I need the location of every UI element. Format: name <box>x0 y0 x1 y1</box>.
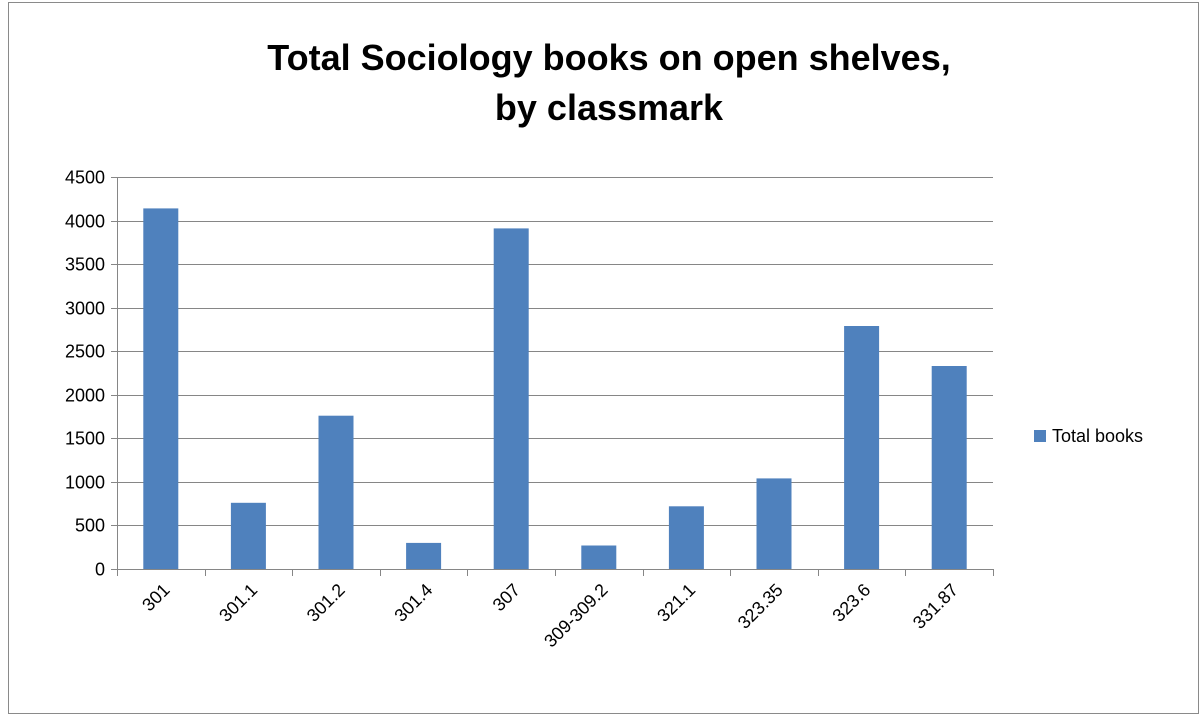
y-tick-label: 4000 <box>65 212 105 232</box>
bar <box>318 415 354 569</box>
x-tick-label: 301.2 <box>303 580 349 626</box>
y-tick-label: 1000 <box>65 473 105 493</box>
y-tick-label: 2000 <box>65 386 105 406</box>
bar <box>230 502 266 569</box>
x-tick-label: 301 <box>138 580 173 615</box>
legend-swatch <box>1034 430 1046 442</box>
bar <box>406 542 442 569</box>
chart-title-line-2: by classmark <box>494 87 724 128</box>
x-tick-label: 301.4 <box>390 580 436 626</box>
y-tick-labels: 0 500 1000 1500 2000 2500 3000 3500 4000 4500 <box>65 168 105 580</box>
bar <box>931 366 967 569</box>
bar <box>143 208 179 569</box>
x-tick-label: 331.87 <box>909 580 962 633</box>
x-tick-label: 301.1 <box>215 580 261 626</box>
bar <box>581 545 617 569</box>
x-tick-label: 321.1 <box>653 580 699 626</box>
y-tick-label: 500 <box>75 516 105 536</box>
y-tick-label: 3000 <box>65 299 105 319</box>
chart-title-line-1: Total Sociology books on open shelves, <box>267 37 951 78</box>
x-tick-label: 309-309.2 <box>540 580 611 651</box>
y-tick-label: 2500 <box>65 342 105 362</box>
bar <box>668 506 704 569</box>
y-tick-label: 3500 <box>65 255 105 275</box>
bar <box>844 326 880 569</box>
bar <box>493 228 529 569</box>
x-tick-labels: 301 301.1 301.2 301.4 307 309-309.2 321.1 323.3… <box>138 580 962 651</box>
x-tick-label: 307 <box>489 580 524 615</box>
legend-label: Total books <box>1052 426 1143 446</box>
legend: Total books <box>1034 426 1143 446</box>
bar <box>756 478 792 569</box>
chart-title: Total Sociology books on open shelves, b… <box>39 33 1179 133</box>
y-tick-label: 4500 <box>65 168 105 188</box>
y-tick-label: 0 <box>95 560 105 580</box>
bars <box>143 208 967 569</box>
axes <box>111 177 994 576</box>
x-tick-label: 323.35 <box>734 580 787 633</box>
y-tick-label: 1500 <box>65 429 105 449</box>
x-tick-label: 323.6 <box>828 580 874 626</box>
chart-frame: Total Sociology books on open shelves, b… <box>8 2 1199 714</box>
